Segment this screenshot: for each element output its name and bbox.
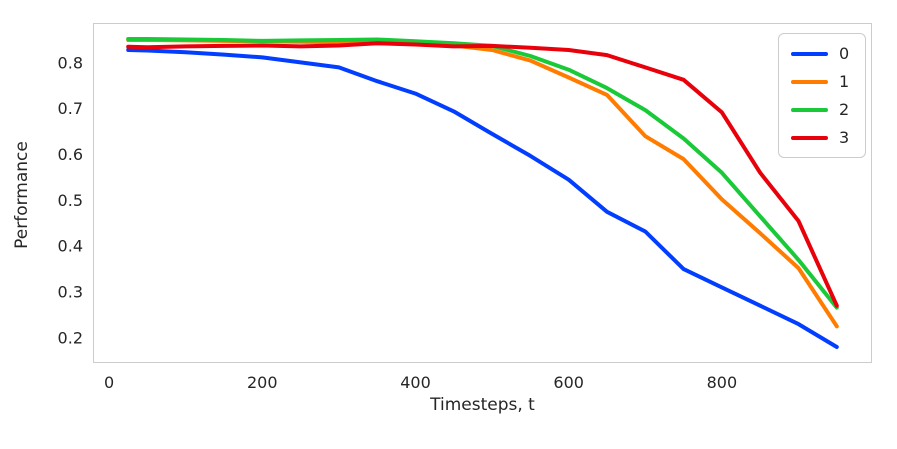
x-tick-label: 600 [553,373,584,392]
x-axis-label: Timesteps, t [430,395,535,415]
y-tick-label: 0.5 [58,191,83,210]
legend-item-1: 1 [791,71,855,92]
series-line-0 [126,48,839,349]
y-tick-label: 0.8 [58,53,83,72]
legend-swatch [791,51,828,56]
legend-item-label: 0 [839,43,850,63]
y-tick-label: 0.2 [58,328,83,347]
legend-item-2: 2 [791,99,855,120]
plot-spines [93,23,872,363]
y-tick-label: 0.3 [58,282,83,301]
legend-swatch [791,135,828,140]
x-tick-label: 200 [247,373,278,392]
legend-swatch [791,79,828,84]
y-tick-label: 0.6 [58,145,83,164]
legend-item-label: 1 [839,71,850,91]
x-tick-label: 800 [707,373,738,392]
series-line-3 [126,41,839,308]
y-axis-label: Performance [12,141,32,249]
y-tick-label: 0.7 [58,99,83,118]
legend-item-label: 2 [839,99,850,119]
legend-item-0: 0 [791,43,855,64]
y-tick-label: 0.4 [58,237,83,256]
legend-swatch [791,107,828,112]
legend-item-3: 3 [791,127,855,148]
x-tick-label: 400 [400,373,431,392]
series-line-2 [126,37,839,310]
legend: 0 1 2 3 [778,33,866,158]
legend-item-label: 3 [839,127,850,147]
x-tick-label: 0 [104,373,114,392]
